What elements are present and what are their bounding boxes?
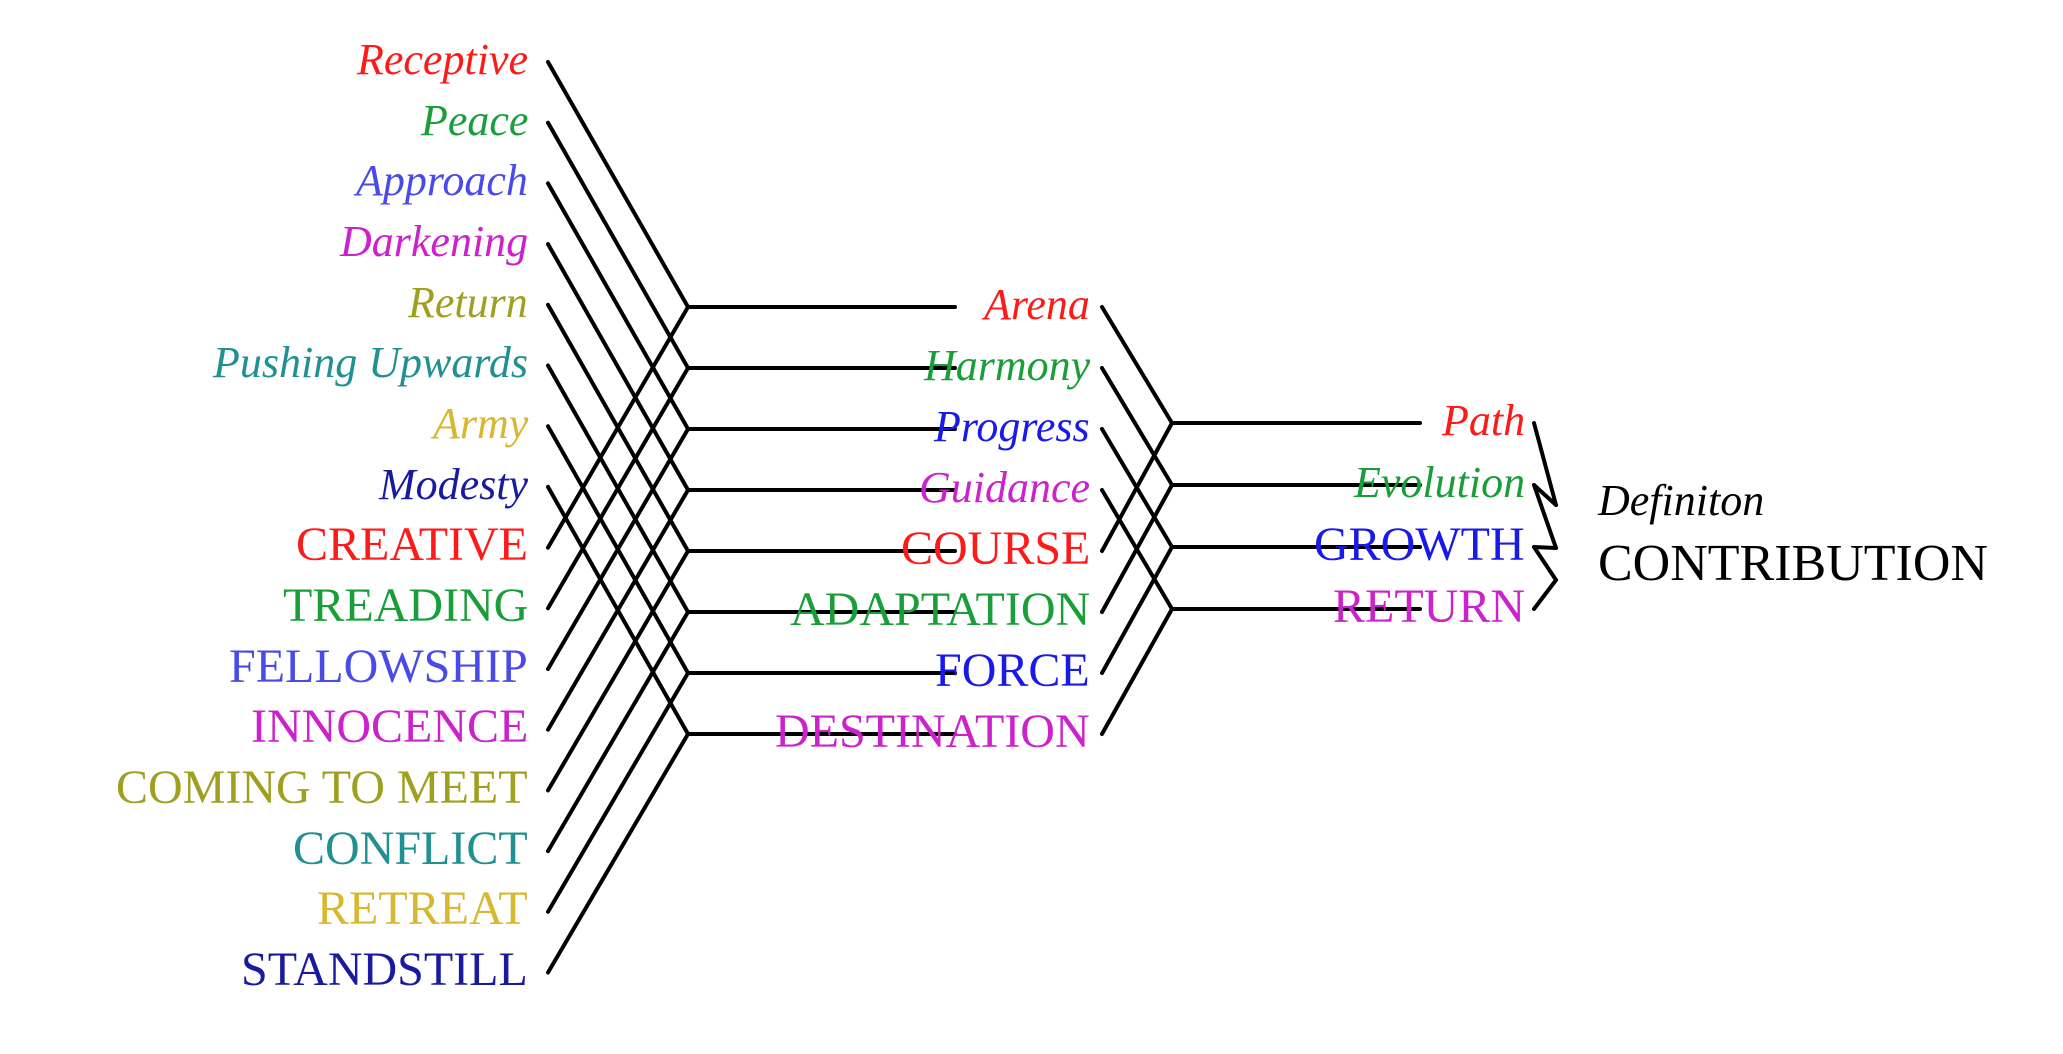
level1-connector-16 (546, 732, 690, 975)
level1-label-6: Pushing Upwards (213, 338, 528, 388)
level1-label-13: COMING TO MEET (116, 761, 528, 814)
level3-label-1: Path (1442, 395, 1526, 445)
level3-connector-3 (1532, 545, 1558, 550)
level1-connector-14 (546, 610, 690, 854)
level3-connector-1 (1532, 421, 1558, 507)
level1-connector-5 (546, 302, 690, 553)
level1-label-12: INNOCENCE (251, 700, 529, 754)
level2-connector-4 (1100, 488, 1174, 611)
level2-label-5: COURSE (901, 521, 1091, 575)
level3-connector-4 (1532, 578, 1558, 611)
level2-label-4: Guidance (919, 462, 1091, 512)
level1-label-9: CREATIVE (296, 518, 528, 572)
final-contribution-label: CONTRIBUTION (1598, 535, 1988, 593)
level2-connector-3 (1100, 427, 1174, 549)
level3-label-4: RETURN (1333, 579, 1525, 633)
level2-label-8: DESTINATION (775, 704, 1090, 758)
level2-connector-1 (1100, 305, 1174, 425)
level2-label-6: ADAPTATION (790, 582, 1091, 636)
level3-label-2: Evolution (1354, 457, 1526, 507)
level1-label-8: Modesty (379, 459, 529, 509)
level3-connector-2 (1532, 483, 1558, 507)
level1-label-14: CONFLICT (293, 821, 528, 875)
level2-label-1: Arena (984, 279, 1090, 329)
level1-label-3: Approach (356, 156, 528, 206)
level1-label-1: Receptive (357, 34, 528, 84)
level1-label-2: Peace (421, 95, 529, 145)
level2-label-7: FORCE (935, 643, 1090, 697)
level1-connector-15 (546, 671, 690, 914)
level1-connector-8 (546, 484, 690, 736)
level3-label-3: GROWTH (1314, 517, 1525, 571)
level2-connector-7 (1100, 545, 1174, 675)
level2-connector-2 (1100, 366, 1174, 487)
level1-connector-4 (546, 242, 690, 492)
level3-connector-3b (1532, 545, 1558, 582)
level1-label-4: Darkening (340, 216, 529, 266)
level1-connector-6 (546, 363, 690, 614)
level3-connector-2b (1532, 483, 1558, 550)
level1-connector-1 (546, 60, 690, 309)
level1-connector-7 (546, 424, 690, 675)
final-definition-label: Definiton (1598, 475, 1765, 525)
level1-label-7: Army (433, 399, 529, 448)
level1-connector-13 (546, 549, 690, 793)
level1-label-16: STANDSTILL (241, 943, 528, 997)
level1-connector-3 (546, 181, 690, 431)
level1-label-11: FELLOWSHIP (229, 639, 528, 693)
level2-connector-8 (1100, 607, 1174, 736)
level2-label-2: Harmony (924, 340, 1091, 390)
level2-label-3: Progress (934, 401, 1090, 451)
level1-connector-2 (546, 120, 690, 370)
level1-label-10: TREADING (283, 578, 529, 632)
level1-label-15: RETREAT (317, 882, 528, 936)
level1-label-5: Return (408, 277, 528, 327)
